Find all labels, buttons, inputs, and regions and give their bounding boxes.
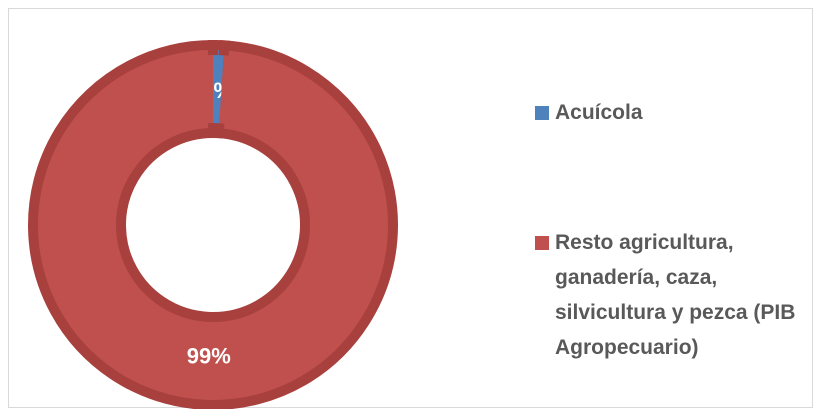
- legend-item: Resto agricultura, ganadería, caza, silv…: [535, 225, 805, 365]
- legend-swatch: [535, 236, 549, 250]
- donut-slice-body: [43, 55, 384, 396]
- chart-frame: [8, 8, 813, 408]
- donut-slice-body: [213, 55, 224, 124]
- legend-label: Acuícola: [555, 101, 643, 124]
- legend-swatch: [535, 106, 549, 120]
- legend-item: Acuícola: [535, 95, 805, 130]
- legend-label: Resto agricultura, ganadería, caza, silv…: [555, 231, 796, 359]
- data-label: 99%: [187, 344, 231, 369]
